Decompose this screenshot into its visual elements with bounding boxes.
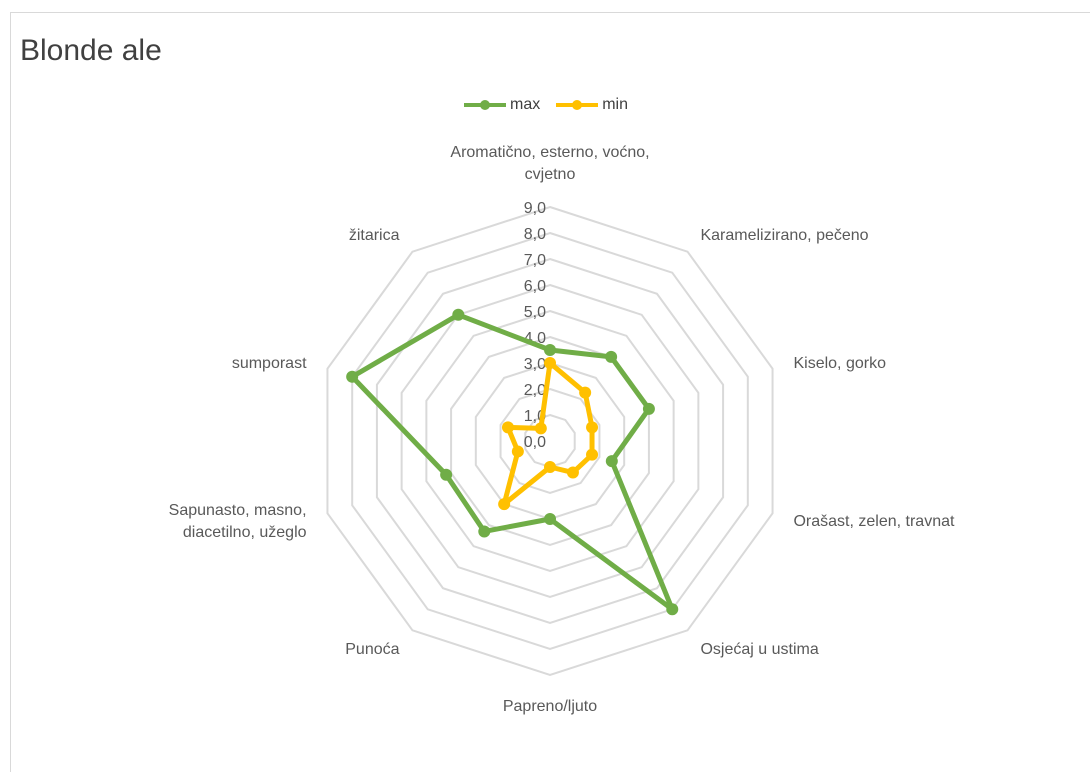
data-point-min	[566, 466, 579, 479]
data-point-min	[544, 357, 556, 369]
tick-label: 6,0	[524, 278, 546, 295]
gridline-7	[375, 257, 725, 625]
data-point-max	[440, 468, 453, 481]
gridline-2	[499, 387, 601, 495]
gridline-6	[400, 283, 700, 599]
category-label: Karamelizirano, pečeno	[700, 227, 868, 244]
tick-label: 0,0	[524, 434, 546, 451]
data-point-min	[544, 461, 556, 473]
gridline-8	[351, 231, 749, 651]
data-point-max	[605, 350, 618, 363]
category-label: Papreno/ljuto	[503, 698, 597, 715]
category-label: žitarica	[349, 227, 400, 244]
category-label: sumporast	[232, 355, 307, 372]
data-point-min	[586, 421, 599, 434]
tick-label: 9,0	[524, 200, 546, 217]
data-point-max	[544, 513, 556, 525]
tick-label: 3,0	[524, 356, 546, 373]
data-point-min	[579, 386, 592, 399]
chart-legend: max min	[0, 96, 1090, 114]
tick-label: 2,0	[524, 382, 546, 399]
legend-swatch-max	[463, 100, 506, 110]
data-point-min	[511, 445, 524, 458]
gridline-3	[474, 361, 626, 521]
legend-item-min[interactable]: min	[554, 96, 628, 114]
data-point-max	[605, 455, 618, 468]
tick-label: 5,0	[524, 304, 546, 321]
gridline-5	[425, 309, 675, 573]
chart-frame	[10, 12, 1090, 772]
data-point-max	[544, 344, 556, 356]
category-label: Aromatično, esterno, voćno, cvjetno	[450, 144, 649, 183]
tick-label: 7,0	[524, 252, 546, 269]
tick-label: 8,0	[524, 226, 546, 243]
data-point-max	[452, 308, 465, 321]
category-label: Punoća	[345, 641, 399, 658]
legend-swatch-min	[556, 100, 599, 110]
data-point-min	[498, 498, 511, 511]
data-point-max	[478, 525, 491, 538]
category-label: Orašast, zelen, travnat	[793, 513, 955, 530]
category-label: Sapunasto, masno, diacetilno, užeglo	[169, 502, 307, 541]
data-point-min	[501, 421, 514, 434]
data-point-max	[346, 370, 359, 383]
legend-label-min: min	[602, 96, 628, 113]
legend-label-max: max	[509, 96, 541, 113]
data-point-min	[586, 448, 599, 461]
category-label: Kiselo, gorko	[793, 355, 886, 372]
chart-title: Blonde ale	[20, 34, 162, 67]
data-point-max	[666, 603, 679, 616]
legend-item-max[interactable]: max	[462, 96, 540, 114]
gridline-9	[326, 205, 774, 677]
category-label: Osjećaj u ustima	[700, 641, 818, 658]
data-point-min	[534, 422, 547, 435]
data-point-max	[642, 402, 655, 415]
